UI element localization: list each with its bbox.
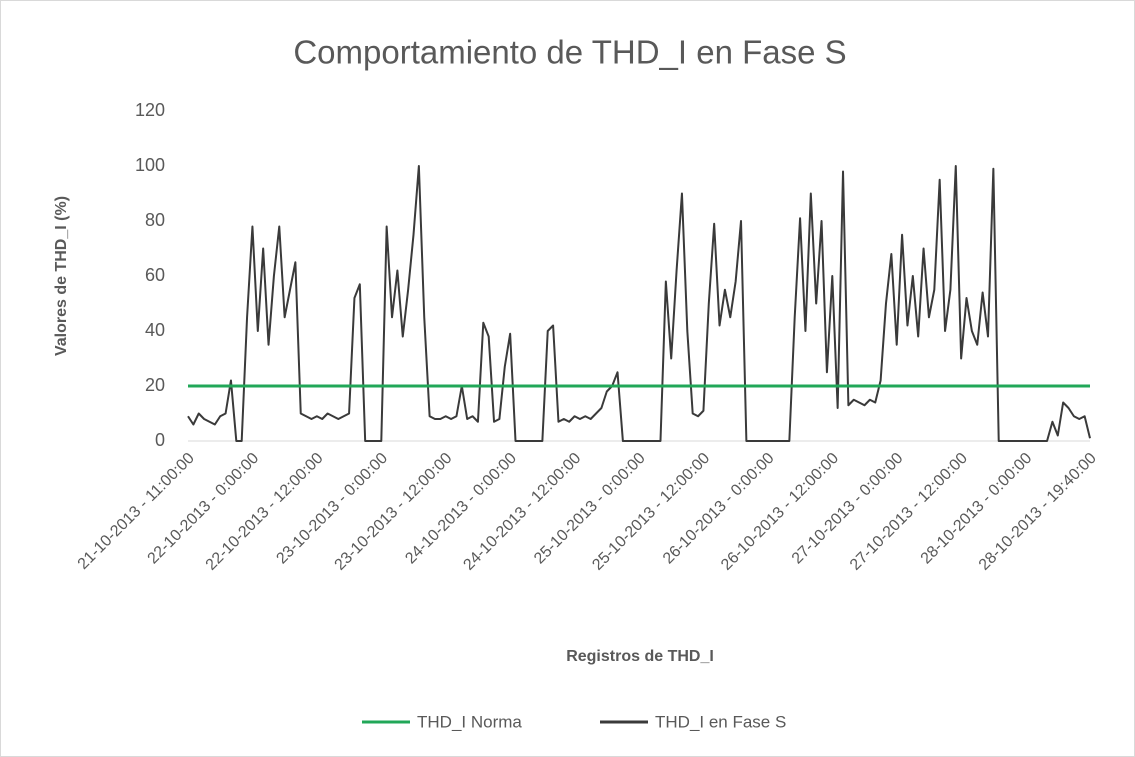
y-tick-label: 120 xyxy=(135,100,165,120)
legend-label: THD_I en Fase S xyxy=(655,712,786,731)
y-axis-title: Valores de THD_I (%) xyxy=(53,196,70,356)
x-axis-title: Registros de THD_I xyxy=(566,648,714,665)
y-tick-label: 20 xyxy=(145,375,165,395)
legend-label: THD_I Norma xyxy=(417,712,522,731)
chart-title: Comportamiento de THD_I en Fase S xyxy=(293,34,846,71)
y-tick-label: 40 xyxy=(145,320,165,340)
y-tick-label: 80 xyxy=(145,210,165,230)
y-tick-label: 100 xyxy=(135,155,165,175)
data-line xyxy=(187,165,1091,442)
y-tick-label: 60 xyxy=(145,265,165,285)
y-tick-label: 0 xyxy=(155,430,165,450)
